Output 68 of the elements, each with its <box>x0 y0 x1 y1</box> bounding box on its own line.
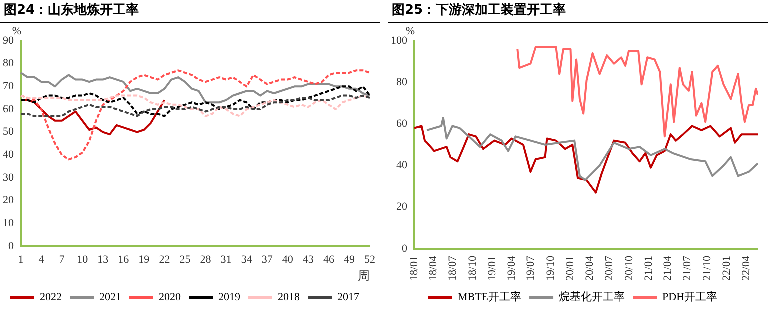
legend-label: PDH开工率 <box>662 290 718 304</box>
x-tick-label: 19/01 <box>486 256 499 282</box>
chart-title: 图25：下游深加工装置开工率 <box>388 0 768 23</box>
y-tick-label: 80 <box>396 76 408 88</box>
legend-label: 2022 <box>40 291 62 304</box>
x-tick-label: 7 <box>59 254 66 266</box>
x-tick-label: 16 <box>118 254 130 266</box>
y-tick-label: 90 <box>3 34 14 47</box>
line-series <box>20 94 371 118</box>
y-tick-label: 0 <box>8 240 14 252</box>
x-tick-label: 18/07 <box>447 255 460 282</box>
y-tick-label: 60 <box>396 118 408 130</box>
x-tick-label: 20/04 <box>584 255 596 282</box>
legend-label: 烷基化开工率 <box>559 290 626 304</box>
y-tick-label: 20 <box>396 201 408 214</box>
x-tick-label: 18/10 <box>466 255 479 282</box>
legend-label: 2020 <box>159 291 182 304</box>
legend-label: 2018 <box>278 291 300 304</box>
x-tick-label: 28 <box>200 254 212 266</box>
y-axis-title: % <box>406 25 416 38</box>
x-tick-label: 52 <box>364 254 376 266</box>
x-tick-label: 19 <box>138 254 150 266</box>
x-tick-label: 10 <box>77 254 89 266</box>
x-tick-label: 13 <box>98 254 110 266</box>
x-tick-label: 20/07 <box>604 255 616 282</box>
x-tick-label: 43 <box>302 254 314 266</box>
legend-label: 2021 <box>100 291 122 304</box>
x-tick-label: 40 <box>282 254 294 266</box>
y-tick-label: 60 <box>3 103 14 116</box>
x-tick-label: 22/04 <box>740 255 752 282</box>
x-tick-label: 34 <box>241 254 253 266</box>
x-tick-label: 22 <box>159 254 170 266</box>
x-tick-label: 22/01 <box>721 256 734 282</box>
x-tick-label: 21/10 <box>701 255 714 282</box>
y-tick-label: 0 <box>402 242 408 255</box>
x-tick-label: 20/10 <box>623 255 636 282</box>
x-tick-label: 4 <box>38 254 45 266</box>
x-tick-label: 19/04 <box>506 255 518 282</box>
y-tick-label: 40 <box>3 149 14 161</box>
x-tick-label: 31 <box>220 254 232 266</box>
x-tick-label: 49 <box>344 254 356 266</box>
x-tick-label: 19/10 <box>544 255 557 282</box>
chart-title: 图24：山东地炼开工率 <box>0 0 380 23</box>
x-tick-label: 46 <box>323 254 335 266</box>
x-tick-label: 19/07 <box>525 255 538 282</box>
x-tick-label: 25 <box>180 254 192 266</box>
x-tick-label: 18/04 <box>428 255 440 282</box>
x-axis-title: 周 <box>358 268 370 283</box>
x-tick-label: 21/04 <box>662 255 674 282</box>
y-tick-label: 20 <box>3 194 14 207</box>
y-tick-label: 10 <box>3 217 14 230</box>
y-tick-label: 30 <box>3 172 14 184</box>
x-tick-label: 1 <box>18 254 24 266</box>
legend-label: MBTE开工率 <box>458 290 522 304</box>
x-tick-label: 21/07 <box>682 255 694 282</box>
legend-label: 2017 <box>338 291 360 304</box>
x-tick-label: 18/01 <box>408 256 420 282</box>
y-tick-label: 80 <box>3 58 14 70</box>
y-tick-label: 70 <box>3 80 14 93</box>
line-series <box>20 86 371 118</box>
legend-label: 2019 <box>218 291 241 304</box>
y-tick-label: 100 <box>391 34 408 47</box>
x-tick-label: 37 <box>262 254 274 266</box>
x-tick-label: 20/01 <box>564 256 577 282</box>
y-tick-label: 40 <box>396 160 408 172</box>
y-axis-title: % <box>12 25 22 38</box>
x-tick-label: 21/01 <box>642 256 655 282</box>
y-tick-label: 50 <box>3 126 14 138</box>
